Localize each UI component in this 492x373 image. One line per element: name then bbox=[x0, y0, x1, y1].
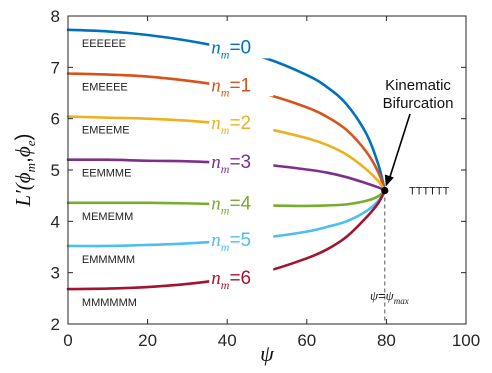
curve-label-n: n bbox=[211, 75, 221, 96]
y-tick-label: 4 bbox=[51, 212, 60, 231]
y-tick-label: 7 bbox=[51, 58, 60, 77]
series-line-1 bbox=[66, 72, 387, 192]
x-tick-label: 40 bbox=[218, 331, 237, 350]
series-line-4 bbox=[66, 189, 387, 208]
curve-label-n: n bbox=[211, 152, 221, 173]
y-tick-label: 6 bbox=[51, 110, 60, 129]
curve-label-n: n bbox=[211, 268, 221, 289]
y-axis-label-phi: ϕ bbox=[11, 172, 35, 183]
curve-label-value: =2 bbox=[229, 113, 251, 134]
series-line-3 bbox=[66, 158, 387, 192]
config-code-1: EMEEEE bbox=[82, 81, 128, 93]
curve-label-value: =0 bbox=[229, 37, 251, 58]
psi-max-label: ψ=ψmax bbox=[370, 288, 409, 306]
curve-label-value: =6 bbox=[229, 268, 251, 289]
curve-label-halo-2 bbox=[209, 111, 274, 134]
psi-max-symbol: ψ bbox=[370, 288, 379, 303]
config-code-4: MEMEMM bbox=[82, 211, 133, 223]
curve-label-n: n bbox=[211, 37, 221, 58]
x-tick-label: 100 bbox=[452, 331, 480, 350]
curve-label-1: nm=1 bbox=[211, 75, 251, 99]
y-axis-label-sub-e: e bbox=[23, 140, 38, 146]
curve-label-sub: m bbox=[221, 123, 230, 137]
y-axis-label-lead: L′( bbox=[11, 181, 35, 207]
y-axis-label-phi-2: ϕ bbox=[11, 146, 35, 157]
bifurcation-point bbox=[381, 186, 389, 195]
config-code-0: EEEEEE bbox=[82, 38, 126, 50]
y-axis-label-sub-m: m bbox=[23, 163, 38, 172]
curve-label-halo-4 bbox=[209, 192, 274, 215]
series-line-0 bbox=[66, 28, 387, 192]
curve-label-halo-3 bbox=[209, 150, 274, 173]
curve-label-3: nm=3 bbox=[211, 152, 251, 176]
curve-label-value: =4 bbox=[229, 193, 251, 214]
curve-label-sub: m bbox=[221, 203, 230, 217]
curve-label-5: nm=5 bbox=[211, 230, 251, 254]
curve-label-sub: m bbox=[221, 278, 230, 292]
curve-label-n: n bbox=[211, 230, 221, 251]
curve-label-value: =3 bbox=[229, 152, 251, 173]
y-tick-label: 8 bbox=[51, 7, 60, 26]
series-layer bbox=[66, 28, 389, 324]
x-tick-label: 80 bbox=[377, 331, 396, 350]
curve-label-0: nm=0 bbox=[211, 37, 251, 61]
curve-label-halo-0 bbox=[209, 36, 274, 59]
series-line-2 bbox=[66, 115, 387, 192]
config-code-bifurcation: TTTTTT bbox=[409, 186, 450, 198]
x-tick-label: 60 bbox=[297, 331, 316, 350]
curve-label-sub: m bbox=[221, 162, 230, 176]
x-tick-label: 0 bbox=[63, 331, 72, 350]
psi-max-subscript: max bbox=[394, 296, 409, 306]
curve-label-halo-1 bbox=[209, 74, 274, 97]
curve-label-sub: m bbox=[221, 47, 230, 61]
series-line-6 bbox=[66, 189, 387, 291]
bifurcation-label-line1: Kinematic bbox=[385, 77, 451, 94]
curve-label-6: nm=6 bbox=[211, 268, 251, 292]
x-tick-label: 20 bbox=[138, 331, 157, 350]
curve-label-sub: m bbox=[221, 85, 230, 99]
curve-label-sub: m bbox=[221, 240, 230, 254]
x-axis-label: ψ bbox=[260, 341, 274, 366]
psi-max-equals: = bbox=[378, 288, 386, 303]
config-code-3: EEMMME bbox=[82, 168, 131, 180]
bifurcation-arrow-shaft bbox=[388, 113, 411, 181]
y-axis-label-comma: , bbox=[12, 157, 35, 163]
bifurcation-label-line2: Bifurcation bbox=[383, 95, 454, 112]
config-code-5: EMMMMM bbox=[82, 254, 135, 266]
config-code-6: MMMMMM bbox=[82, 297, 137, 309]
y-tick-label: 3 bbox=[51, 264, 60, 283]
curve-label-halo-6 bbox=[209, 266, 274, 289]
psi-max-symbol-2: ψ bbox=[386, 288, 395, 303]
curve-label-halo-5 bbox=[209, 228, 274, 251]
config-code-2: EMEEME bbox=[82, 125, 130, 137]
y-tick-label: 5 bbox=[51, 161, 60, 180]
curve-label-2: nm=2 bbox=[211, 113, 251, 137]
series-line-5 bbox=[66, 189, 387, 248]
y-axis-label: L′(ϕm,ϕe) bbox=[11, 133, 38, 207]
bifurcation-arrowhead bbox=[384, 174, 394, 187]
curve-label-4: nm=4 bbox=[211, 193, 251, 217]
curve-label-value: =5 bbox=[229, 230, 251, 251]
curve-label-n: n bbox=[211, 193, 221, 214]
curve-label-n: n bbox=[211, 113, 221, 134]
y-tick-label: 2 bbox=[51, 315, 60, 334]
curve-label-value: =1 bbox=[229, 75, 251, 96]
y-axis-label-close: ) bbox=[12, 133, 35, 140]
